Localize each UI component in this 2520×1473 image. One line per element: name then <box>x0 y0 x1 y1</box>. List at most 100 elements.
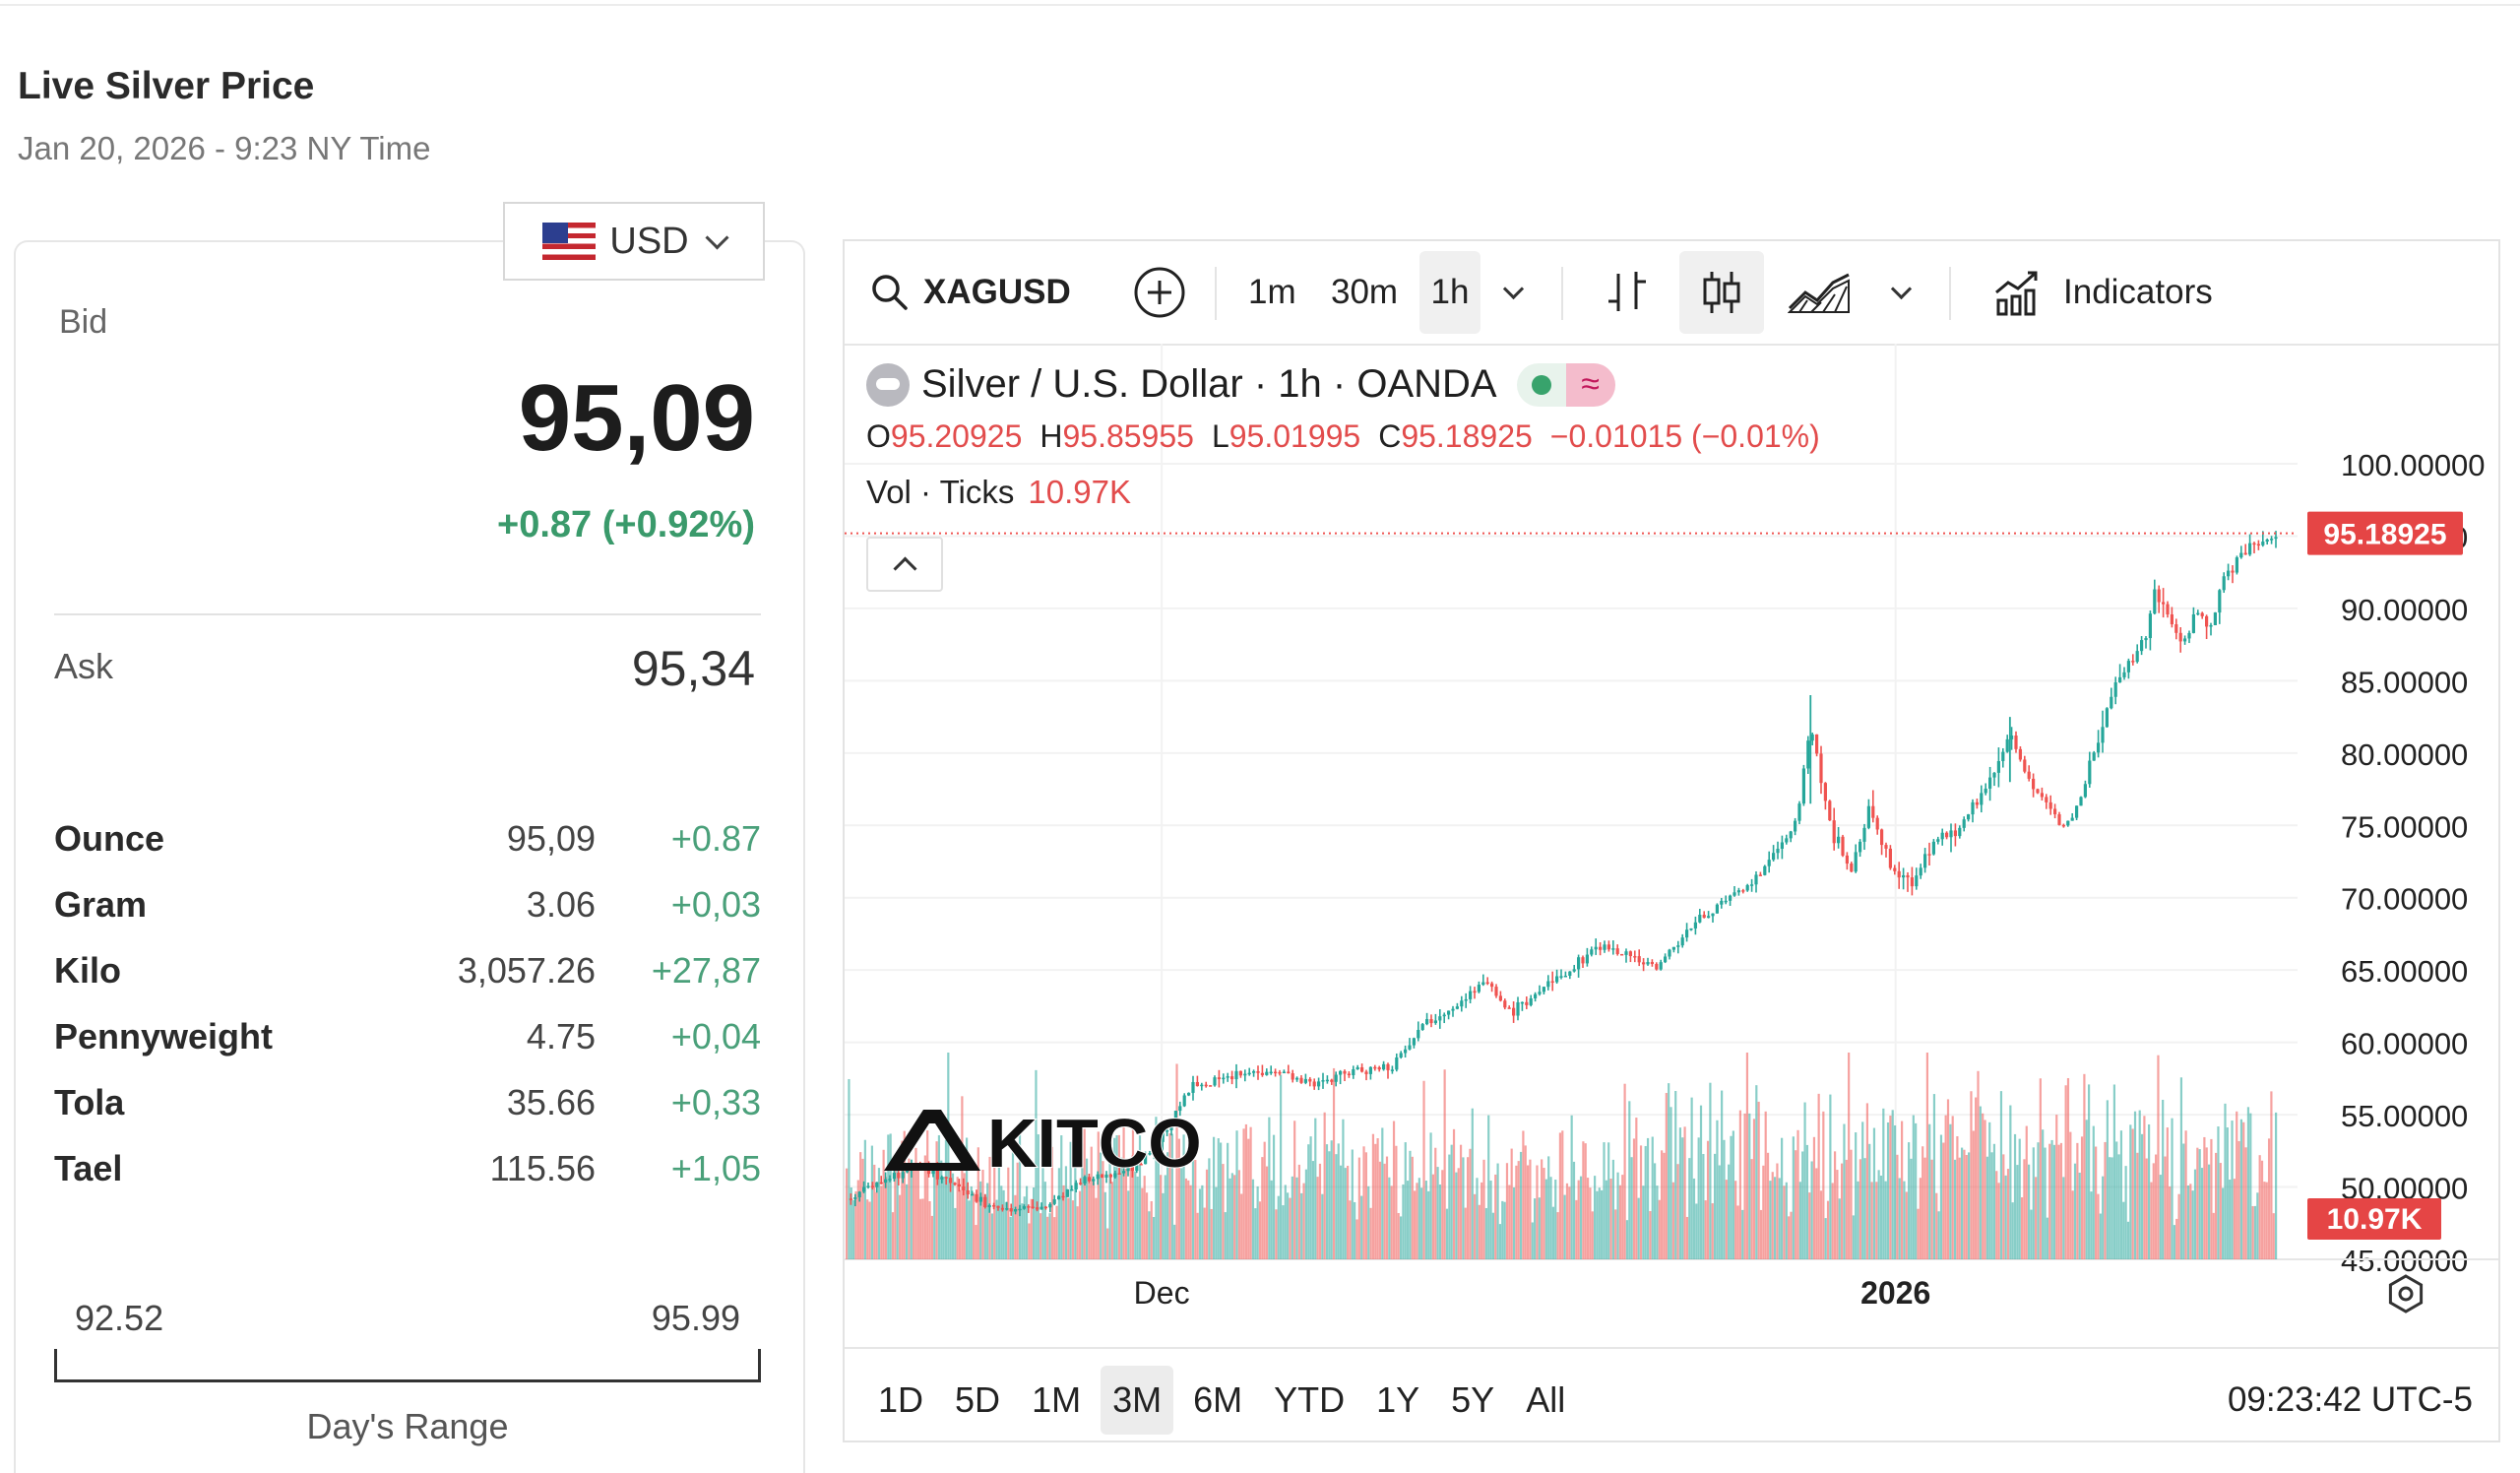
volume-bar <box>1946 1099 1950 1259</box>
volume-bar <box>2236 1111 2238 1259</box>
volume-bar <box>1503 1201 1506 1259</box>
volume-bar <box>1711 1203 1714 1259</box>
indicators-label: Indicators <box>2063 273 2213 311</box>
volume-bar <box>1785 1182 1788 1259</box>
volume-bar <box>1912 1115 1915 1259</box>
area-style-button[interactable] <box>1778 251 1860 334</box>
volume-bar <box>975 1225 977 1259</box>
unit-price: 115.56 <box>489 1147 596 1188</box>
range-1y-button[interactable]: 1Y <box>1376 1379 1420 1420</box>
volume-bar <box>1743 1113 1746 1259</box>
candle-body <box>1040 1206 1043 1210</box>
indicators-button[interactable]: Indicators <box>1983 251 2223 334</box>
candle-body <box>1052 1199 1056 1204</box>
indicators-icon <box>1995 271 2038 316</box>
range-1d-button[interactable]: 1D <box>878 1379 924 1420</box>
interval-dropdown-button[interactable] <box>1496 251 1531 334</box>
volume-bar <box>1558 1132 1562 1259</box>
volume-bar <box>1397 1213 1400 1259</box>
candle-body <box>1875 817 1879 830</box>
candle-body <box>1265 1071 1269 1075</box>
symbol-search-button[interactable]: XAGUSD <box>858 251 1081 334</box>
candle-body <box>1671 946 1675 950</box>
candle-body <box>1144 1154 1148 1165</box>
silver-symbol-icon <box>866 362 910 407</box>
volume-bar <box>2237 1140 2240 1259</box>
volume-bar <box>861 1158 864 1259</box>
volume-bar <box>1519 1151 1523 1259</box>
candle-body <box>1750 884 1754 886</box>
volume-bar <box>1919 1178 1922 1259</box>
range-5y-button[interactable]: 5Y <box>1451 1379 1495 1420</box>
candle-body <box>2040 793 2044 798</box>
unit-row-pennyweight: Pennyweight 4.75 +0,04 <box>54 1003 761 1069</box>
candle-body <box>931 1169 935 1175</box>
range-6m-button[interactable]: 6M <box>1193 1379 1243 1420</box>
compare-symbol-button[interactable] <box>1122 251 1197 334</box>
chart-style-dropdown-button[interactable] <box>1884 251 1919 334</box>
volume-bar <box>1416 1183 1418 1259</box>
volume-bar <box>1289 1197 1292 1259</box>
chart-clock[interactable]: 09:23:42 UTC-5 <box>2227 1380 2473 1419</box>
volume-bar <box>1443 1069 1446 1259</box>
candle-body <box>1252 1070 1256 1073</box>
volume-bar <box>1362 1146 1365 1259</box>
candle-body <box>1157 1141 1161 1149</box>
volume-bar <box>1762 1165 1765 1259</box>
volume-bar <box>2217 1126 2220 1259</box>
volume-bar <box>983 1194 986 1259</box>
price-chart[interactable]: 100.0000095.0000090.0000085.0000080.0000… <box>845 344 2498 1346</box>
volume-bar <box>947 1053 950 1259</box>
y-tick-label: 45.00000 <box>2341 1244 2468 1278</box>
candle-body <box>1606 944 1610 950</box>
range-3m-button[interactable]: 3M <box>1101 1366 1174 1435</box>
ohlc-open: O95.20925 <box>866 418 1023 454</box>
interval-1h-button[interactable]: 1h <box>1419 251 1480 334</box>
volume-bar <box>961 1096 964 1259</box>
volume-bar <box>2030 1209 2033 1259</box>
volume-bar <box>1228 1178 1231 1259</box>
candle-body <box>1794 820 1797 832</box>
candle-body <box>1048 1203 1052 1208</box>
volume-bar <box>1025 1185 1029 1259</box>
volume-bar <box>1062 1185 1065 1259</box>
volume-bar <box>1893 1124 1897 1259</box>
candle-style-button[interactable] <box>1679 251 1764 334</box>
volume-bar <box>908 1158 911 1259</box>
volume-bar <box>1718 1165 1721 1259</box>
volume-bar <box>1870 1182 1873 1259</box>
volume-bar <box>1908 1142 1911 1259</box>
volume-bar <box>1704 1200 1707 1259</box>
candle-body <box>1321 1080 1325 1082</box>
candle-body <box>2066 820 2070 826</box>
candle-body <box>2126 661 2130 672</box>
volume-bar <box>2052 1144 2056 1259</box>
interval-1m-button[interactable]: 1m <box>1238 251 1306 334</box>
candle-body <box>1854 852 1858 872</box>
chart-settings-icon[interactable] <box>2388 1274 2424 1313</box>
volume-bar <box>1603 1142 1606 1259</box>
volume-bar <box>877 1168 881 1259</box>
collapse-legend-button[interactable] <box>866 537 943 592</box>
candle-body <box>1507 1007 1511 1009</box>
volume-bar <box>2258 1155 2261 1259</box>
market-status-pill[interactable]: ≈ <box>1516 362 1615 407</box>
currency-select[interactable]: USD <box>503 202 765 281</box>
range-ytd-button[interactable]: YTD <box>1274 1379 1346 1420</box>
range-1m-button[interactable]: 1M <box>1032 1379 1082 1420</box>
range-5d-button[interactable]: 5D <box>955 1379 1001 1420</box>
interval-30m-button[interactable]: 30m <box>1321 251 1408 334</box>
volume-bar <box>2131 1128 2134 1259</box>
candle-body <box>1209 1085 1213 1087</box>
candle-body <box>1438 1016 1442 1021</box>
volume-bar <box>1855 1132 1858 1259</box>
bar-style-button[interactable] <box>1595 251 1660 334</box>
volume-bar <box>2078 1172 2081 1259</box>
volume-bar <box>1471 1108 1474 1259</box>
candle-body <box>1729 895 1732 901</box>
chevron-down-icon <box>1502 278 1525 299</box>
ohlc-high: H95.85955 <box>1040 418 1194 454</box>
volume-bar <box>2164 1156 2167 1259</box>
range-all-button[interactable]: All <box>1526 1379 1566 1420</box>
candle-body <box>2005 738 2009 752</box>
